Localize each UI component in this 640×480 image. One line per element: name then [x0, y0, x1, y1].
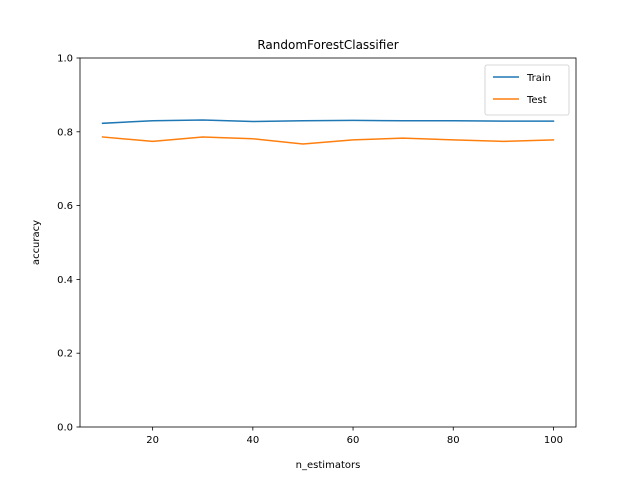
- y-axis-label: accuracy: [31, 220, 42, 265]
- series-group: [101, 119, 555, 145]
- legend-label-train: Train: [526, 73, 551, 84]
- x-tick-label: 80: [447, 435, 460, 446]
- x-tick-label: 20: [146, 435, 159, 446]
- y-axis: 0.0 0.2 0.4 0.6 0.8 1.0: [57, 54, 80, 434]
- x-tick-label: 60: [347, 435, 360, 446]
- series-line-test: [101, 136, 555, 145]
- y-tick-label: 0.6: [57, 201, 73, 212]
- series-line-train: [101, 119, 555, 125]
- axes-frame: [79, 57, 577, 428]
- y-tick-label: 0.8: [57, 127, 73, 138]
- legend: Train Test: [484, 64, 570, 116]
- y-tick-label: 1.0: [57, 54, 73, 65]
- y-tick-label: 0.2: [57, 349, 73, 360]
- x-axis: 20 40 60 80 100: [146, 427, 563, 446]
- chart-title: RandomForestClassifier: [257, 38, 398, 52]
- x-tick-label: 40: [246, 435, 259, 446]
- legend-label-test: Test: [526, 95, 547, 106]
- x-axis-label: n_estimators: [296, 460, 361, 471]
- y-tick-label: 0.0: [57, 423, 73, 434]
- x-tick-label: 100: [544, 435, 563, 446]
- y-tick-label: 0.4: [57, 275, 73, 286]
